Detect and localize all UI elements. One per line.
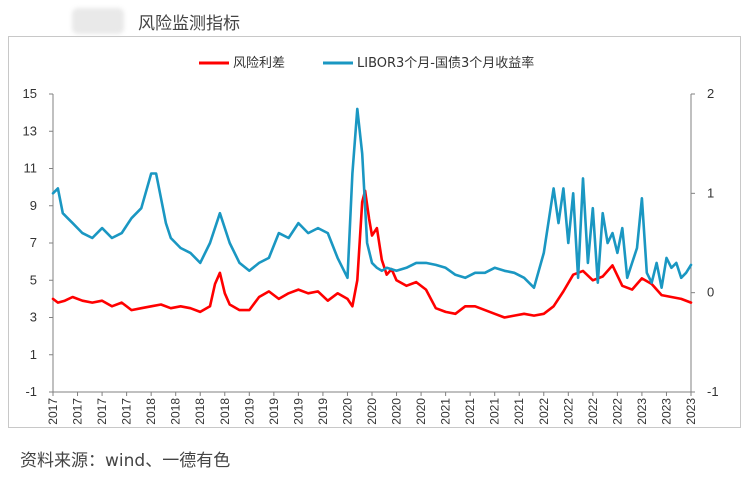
- y-left-tick-label: 13: [23, 123, 37, 138]
- x-tick-label: 2017: [71, 398, 85, 425]
- x-tick-label: 2020: [365, 398, 379, 425]
- y-left-tick-label: 15: [23, 86, 37, 101]
- y-right-tick-label: 0: [707, 285, 714, 300]
- x-tick-label: 2020: [340, 398, 354, 425]
- x-tick-label: 2023: [635, 398, 649, 425]
- y-right-tick-label: -1: [707, 384, 719, 399]
- y-left-tick-label: 7: [30, 235, 37, 250]
- x-tick-label: 2021: [488, 398, 502, 425]
- legend-label-series-1: 风险利差: [233, 56, 285, 71]
- y-left-tick-label: 9: [30, 198, 37, 213]
- x-tick-label: 2017: [120, 398, 134, 425]
- plot-area: [51, 107, 693, 319]
- x-tick-label: 2021: [512, 398, 526, 425]
- x-tick-label: 2021: [463, 398, 477, 425]
- x-tick-label: 2022: [561, 398, 575, 425]
- y-left-tick-label: 5: [30, 272, 37, 287]
- x-tick-label: 2022: [586, 398, 600, 425]
- y-right-tick-label: 1: [707, 185, 714, 200]
- x-tick-label: 2022: [537, 398, 551, 425]
- x-tick-label: 2018: [144, 398, 158, 425]
- x-tick-label: 2020: [414, 398, 428, 425]
- blurred-logo: [72, 8, 124, 34]
- x-tick-label: 2019: [242, 398, 256, 425]
- line-chart: 风险利差 LIBOR3个月-国债3个月收益率 -113579111315-101…: [23, 55, 719, 425]
- x-tick-label: 2019: [291, 398, 305, 425]
- x-tick-label: 2020: [390, 398, 404, 425]
- x-tick-label: 2023: [659, 398, 673, 425]
- y-left-tick-label: 3: [30, 310, 37, 325]
- x-tick-label: 2022: [610, 398, 624, 425]
- y-right-tick-label: 2: [707, 86, 714, 101]
- x-tick-label: 2018: [218, 398, 232, 425]
- x-tick-label: 2021: [439, 398, 453, 425]
- x-tick-label: 2017: [95, 398, 109, 425]
- legend: 风险利差 LIBOR3个月-国债3个月收益率: [199, 55, 534, 71]
- x-tick-label: 2023: [684, 398, 698, 425]
- series-line-2: [51, 107, 693, 289]
- source-note: 资料来源：wind、一德有色: [20, 451, 231, 471]
- x-tick-label: 2019: [316, 398, 330, 425]
- y-left-tick-label: 1: [30, 347, 37, 362]
- x-tick-label: 2018: [169, 398, 183, 425]
- legend-label-series-2: LIBOR3个月-国债3个月收益率: [357, 55, 534, 71]
- x-tick-label: 2017: [46, 398, 60, 425]
- x-tick-label: 2019: [267, 398, 281, 425]
- y-left-tick-label: 11: [24, 161, 38, 176]
- page-title: 风险监测指标: [138, 14, 240, 34]
- x-tick-label: 2018: [193, 398, 207, 425]
- chart-frame: 风险利差 LIBOR3个月-国债3个月收益率 -1 1 3 5 7 9 11 13 15 -1 0 1…: [8, 36, 741, 428]
- y-left-tick-label: -1: [25, 384, 37, 399]
